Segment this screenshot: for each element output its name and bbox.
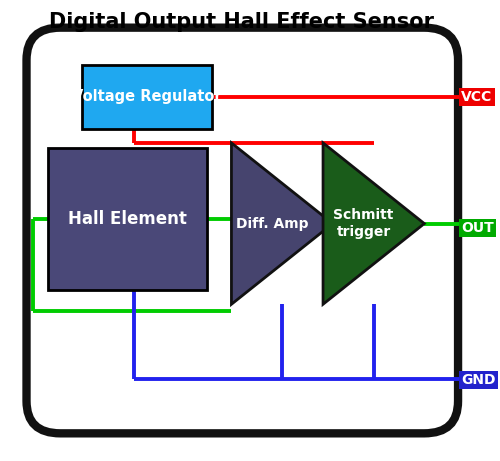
FancyBboxPatch shape bbox=[48, 148, 207, 290]
Text: OUT: OUT bbox=[462, 221, 494, 235]
Text: Schmitt
trigger: Schmitt trigger bbox=[334, 208, 394, 239]
Text: Diff. Amp: Diff. Amp bbox=[236, 217, 308, 230]
Text: Digital Output Hall Effect Sensor: Digital Output Hall Effect Sensor bbox=[48, 12, 434, 31]
Polygon shape bbox=[323, 143, 424, 304]
FancyBboxPatch shape bbox=[82, 65, 212, 129]
Text: Voltage Regulator: Voltage Regulator bbox=[72, 89, 222, 104]
Text: VCC: VCC bbox=[462, 90, 492, 104]
FancyBboxPatch shape bbox=[26, 28, 458, 433]
Text: Hall Element: Hall Element bbox=[68, 210, 187, 228]
Text: GND: GND bbox=[462, 373, 496, 387]
Polygon shape bbox=[232, 143, 332, 304]
